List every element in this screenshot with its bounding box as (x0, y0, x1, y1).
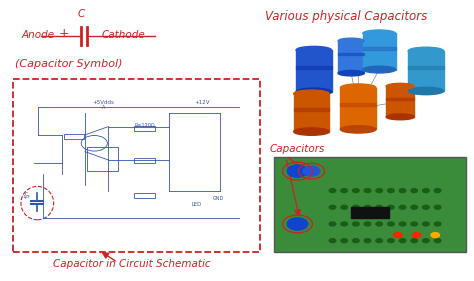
Ellipse shape (386, 114, 414, 120)
Text: +5Vdds: +5Vdds (93, 100, 115, 105)
Circle shape (353, 239, 359, 243)
Bar (134, 158, 155, 163)
Ellipse shape (408, 47, 444, 55)
Ellipse shape (340, 84, 376, 91)
Circle shape (388, 222, 394, 226)
Ellipse shape (338, 71, 364, 76)
Bar (363, 33, 395, 70)
Bar (351, 207, 389, 218)
Circle shape (423, 189, 429, 192)
Circle shape (376, 205, 383, 209)
Bar (296, 66, 331, 69)
Circle shape (399, 222, 406, 226)
Bar (12, 79, 260, 252)
Circle shape (394, 233, 402, 238)
Circle shape (411, 239, 418, 243)
Ellipse shape (296, 88, 331, 96)
Circle shape (399, 205, 406, 209)
Text: R=120Ω: R=120Ω (135, 123, 155, 128)
Circle shape (329, 189, 336, 192)
Bar (386, 98, 414, 100)
Bar (294, 94, 329, 132)
Text: Various physical Capacitors: Various physical Capacitors (265, 10, 427, 23)
Bar (274, 157, 465, 252)
Circle shape (341, 239, 347, 243)
Text: GND: GND (212, 196, 224, 201)
Ellipse shape (340, 126, 376, 133)
Circle shape (431, 233, 439, 238)
Text: +12V: +12V (194, 100, 210, 105)
Circle shape (411, 189, 418, 192)
Bar (87, 148, 118, 171)
Ellipse shape (363, 66, 395, 73)
Circle shape (353, 222, 359, 226)
Circle shape (287, 165, 308, 177)
Text: (Capacitor Symbol): (Capacitor Symbol) (15, 59, 122, 69)
Circle shape (341, 222, 347, 226)
Circle shape (364, 239, 371, 243)
Bar (134, 192, 155, 198)
Ellipse shape (408, 87, 444, 95)
Text: +: + (59, 27, 69, 40)
Bar (338, 41, 364, 73)
Bar (408, 66, 444, 69)
Circle shape (411, 205, 418, 209)
Bar (296, 50, 331, 92)
Circle shape (399, 189, 406, 192)
Circle shape (364, 222, 371, 226)
Circle shape (434, 205, 441, 209)
Circle shape (364, 189, 371, 192)
Ellipse shape (386, 83, 414, 89)
Ellipse shape (363, 30, 395, 37)
Bar (134, 126, 155, 131)
Text: LED: LED (192, 202, 202, 207)
Circle shape (388, 239, 394, 243)
Text: C: C (78, 10, 85, 19)
Text: Anode: Anode (22, 30, 55, 40)
Ellipse shape (338, 38, 364, 44)
Circle shape (388, 189, 394, 192)
Circle shape (364, 205, 371, 209)
Text: 1µF: 1µF (23, 195, 30, 199)
Circle shape (434, 239, 441, 243)
Circle shape (303, 166, 320, 176)
Bar (338, 53, 364, 55)
Circle shape (353, 205, 359, 209)
Bar (408, 51, 444, 91)
Text: Cathode: Cathode (101, 30, 145, 40)
Circle shape (353, 189, 359, 192)
Circle shape (329, 222, 336, 226)
Bar (294, 108, 329, 111)
Text: Capacitor in Circuit Schematic: Capacitor in Circuit Schematic (53, 259, 210, 269)
Circle shape (287, 218, 308, 230)
Ellipse shape (296, 46, 331, 54)
Circle shape (434, 189, 441, 192)
Circle shape (411, 222, 418, 226)
Bar (386, 86, 414, 117)
Circle shape (376, 239, 383, 243)
Circle shape (434, 222, 441, 226)
Ellipse shape (294, 90, 329, 98)
Circle shape (399, 239, 406, 243)
Bar (340, 88, 376, 129)
Circle shape (329, 205, 336, 209)
Text: Capacitors: Capacitors (269, 144, 325, 154)
Circle shape (423, 205, 429, 209)
Circle shape (388, 205, 394, 209)
Circle shape (376, 222, 383, 226)
Circle shape (329, 239, 336, 243)
Circle shape (423, 222, 429, 226)
Text: C: C (25, 192, 28, 197)
Bar (340, 103, 376, 106)
Bar (64, 134, 83, 139)
Text: A: A (102, 105, 105, 110)
Circle shape (412, 233, 421, 238)
Bar (363, 47, 395, 50)
Circle shape (423, 239, 429, 243)
Circle shape (341, 189, 347, 192)
Circle shape (341, 205, 347, 209)
Circle shape (376, 189, 383, 192)
Ellipse shape (294, 128, 329, 135)
